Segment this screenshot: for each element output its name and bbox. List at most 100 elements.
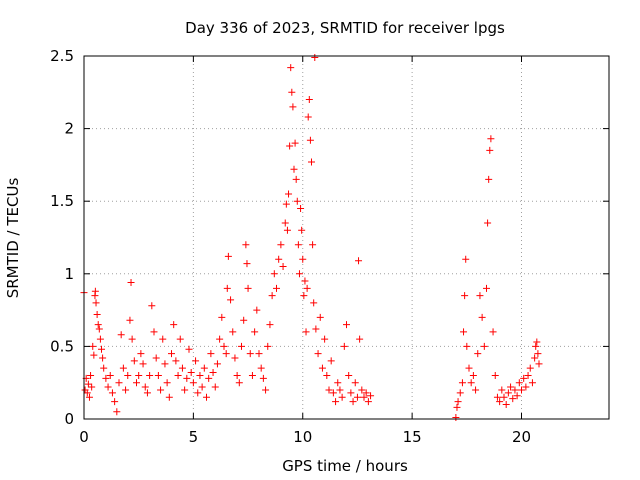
data-point [96,335,104,343]
data-point [327,357,335,365]
data-point [218,313,226,321]
axis-ticks [83,55,609,420]
data-point [318,364,326,372]
data-point [486,146,494,154]
y-tick-label: 0 [64,410,74,428]
data-point [524,371,532,379]
data-point [460,328,468,336]
data-point [170,321,178,329]
data-point [287,64,295,72]
data-point [364,398,372,406]
data-point [189,379,197,387]
data-point [152,354,160,362]
data-point [154,371,162,379]
data-point [268,292,276,300]
data-point [456,389,464,397]
data-point [533,338,541,346]
data-point [90,351,98,359]
data-point [168,350,175,358]
data-point [273,284,280,292]
data-point [135,371,143,379]
data-point [465,364,473,372]
data-point [227,296,235,304]
data-point [480,342,488,350]
data-point [321,335,329,343]
data-point [207,350,215,358]
data-point [285,190,293,198]
data-point [299,255,307,263]
data-point [102,374,110,382]
data-point [104,383,112,391]
data-point [185,345,193,353]
data-point [194,389,202,397]
data-point [289,103,297,111]
data-point [176,335,184,343]
x-tick-label: 15 [403,428,422,446]
data-point [165,393,173,401]
data-point [507,383,515,391]
data-point [522,383,530,391]
chart-title: Day 336 of 2023, SRMTID for receiver lpg… [185,19,505,37]
data-point [290,165,298,173]
data-point [286,142,294,150]
data-point [98,345,105,353]
data-point [526,364,534,372]
data-point [323,371,331,379]
data-point [308,158,315,166]
data-point [198,383,206,391]
data-point [178,364,186,372]
data-point [270,270,278,278]
data-point [311,53,319,61]
data-point [294,241,302,249]
data-point [187,369,195,377]
data-point [163,379,171,387]
data-point [356,335,364,343]
data-point [133,379,140,387]
data-point [137,350,145,358]
data-point [200,364,208,372]
data-point [345,371,353,379]
data-point [493,393,501,401]
data-point [469,371,477,379]
data-point [243,260,251,268]
data-point [106,371,114,379]
data-point [209,369,217,377]
data-point [115,379,123,387]
data-point [454,398,462,406]
data-point [224,252,232,260]
data-point [275,255,283,263]
data-point [93,310,101,318]
data-point [266,321,274,329]
data-point [297,204,305,212]
x-axis-title: GPS time / hours [282,457,408,475]
data-point [358,386,366,394]
data-point [532,342,540,350]
data-point [87,371,95,379]
data-point [502,400,510,408]
data-point [161,360,169,368]
data-point [453,403,461,411]
data-point [343,321,350,329]
data-point [303,284,311,292]
data-point [240,316,248,324]
data-point [484,219,492,227]
data-point [458,379,466,387]
data-point [306,136,314,144]
data-point [159,335,167,343]
data-point [293,197,301,205]
data-point [316,313,324,321]
data-point [157,386,165,394]
data-point [338,393,346,401]
data-point [255,350,263,358]
plot-frame [83,55,610,420]
data-point [220,342,228,350]
data-point [119,364,127,372]
data-point [535,360,543,368]
data-point [235,379,243,387]
y-tick-label: 1.5 [50,192,74,210]
data-point [474,350,482,358]
data-point [531,354,539,362]
data-point [367,392,375,400]
x-tick-label: 10 [293,428,312,446]
data-point [353,393,361,401]
